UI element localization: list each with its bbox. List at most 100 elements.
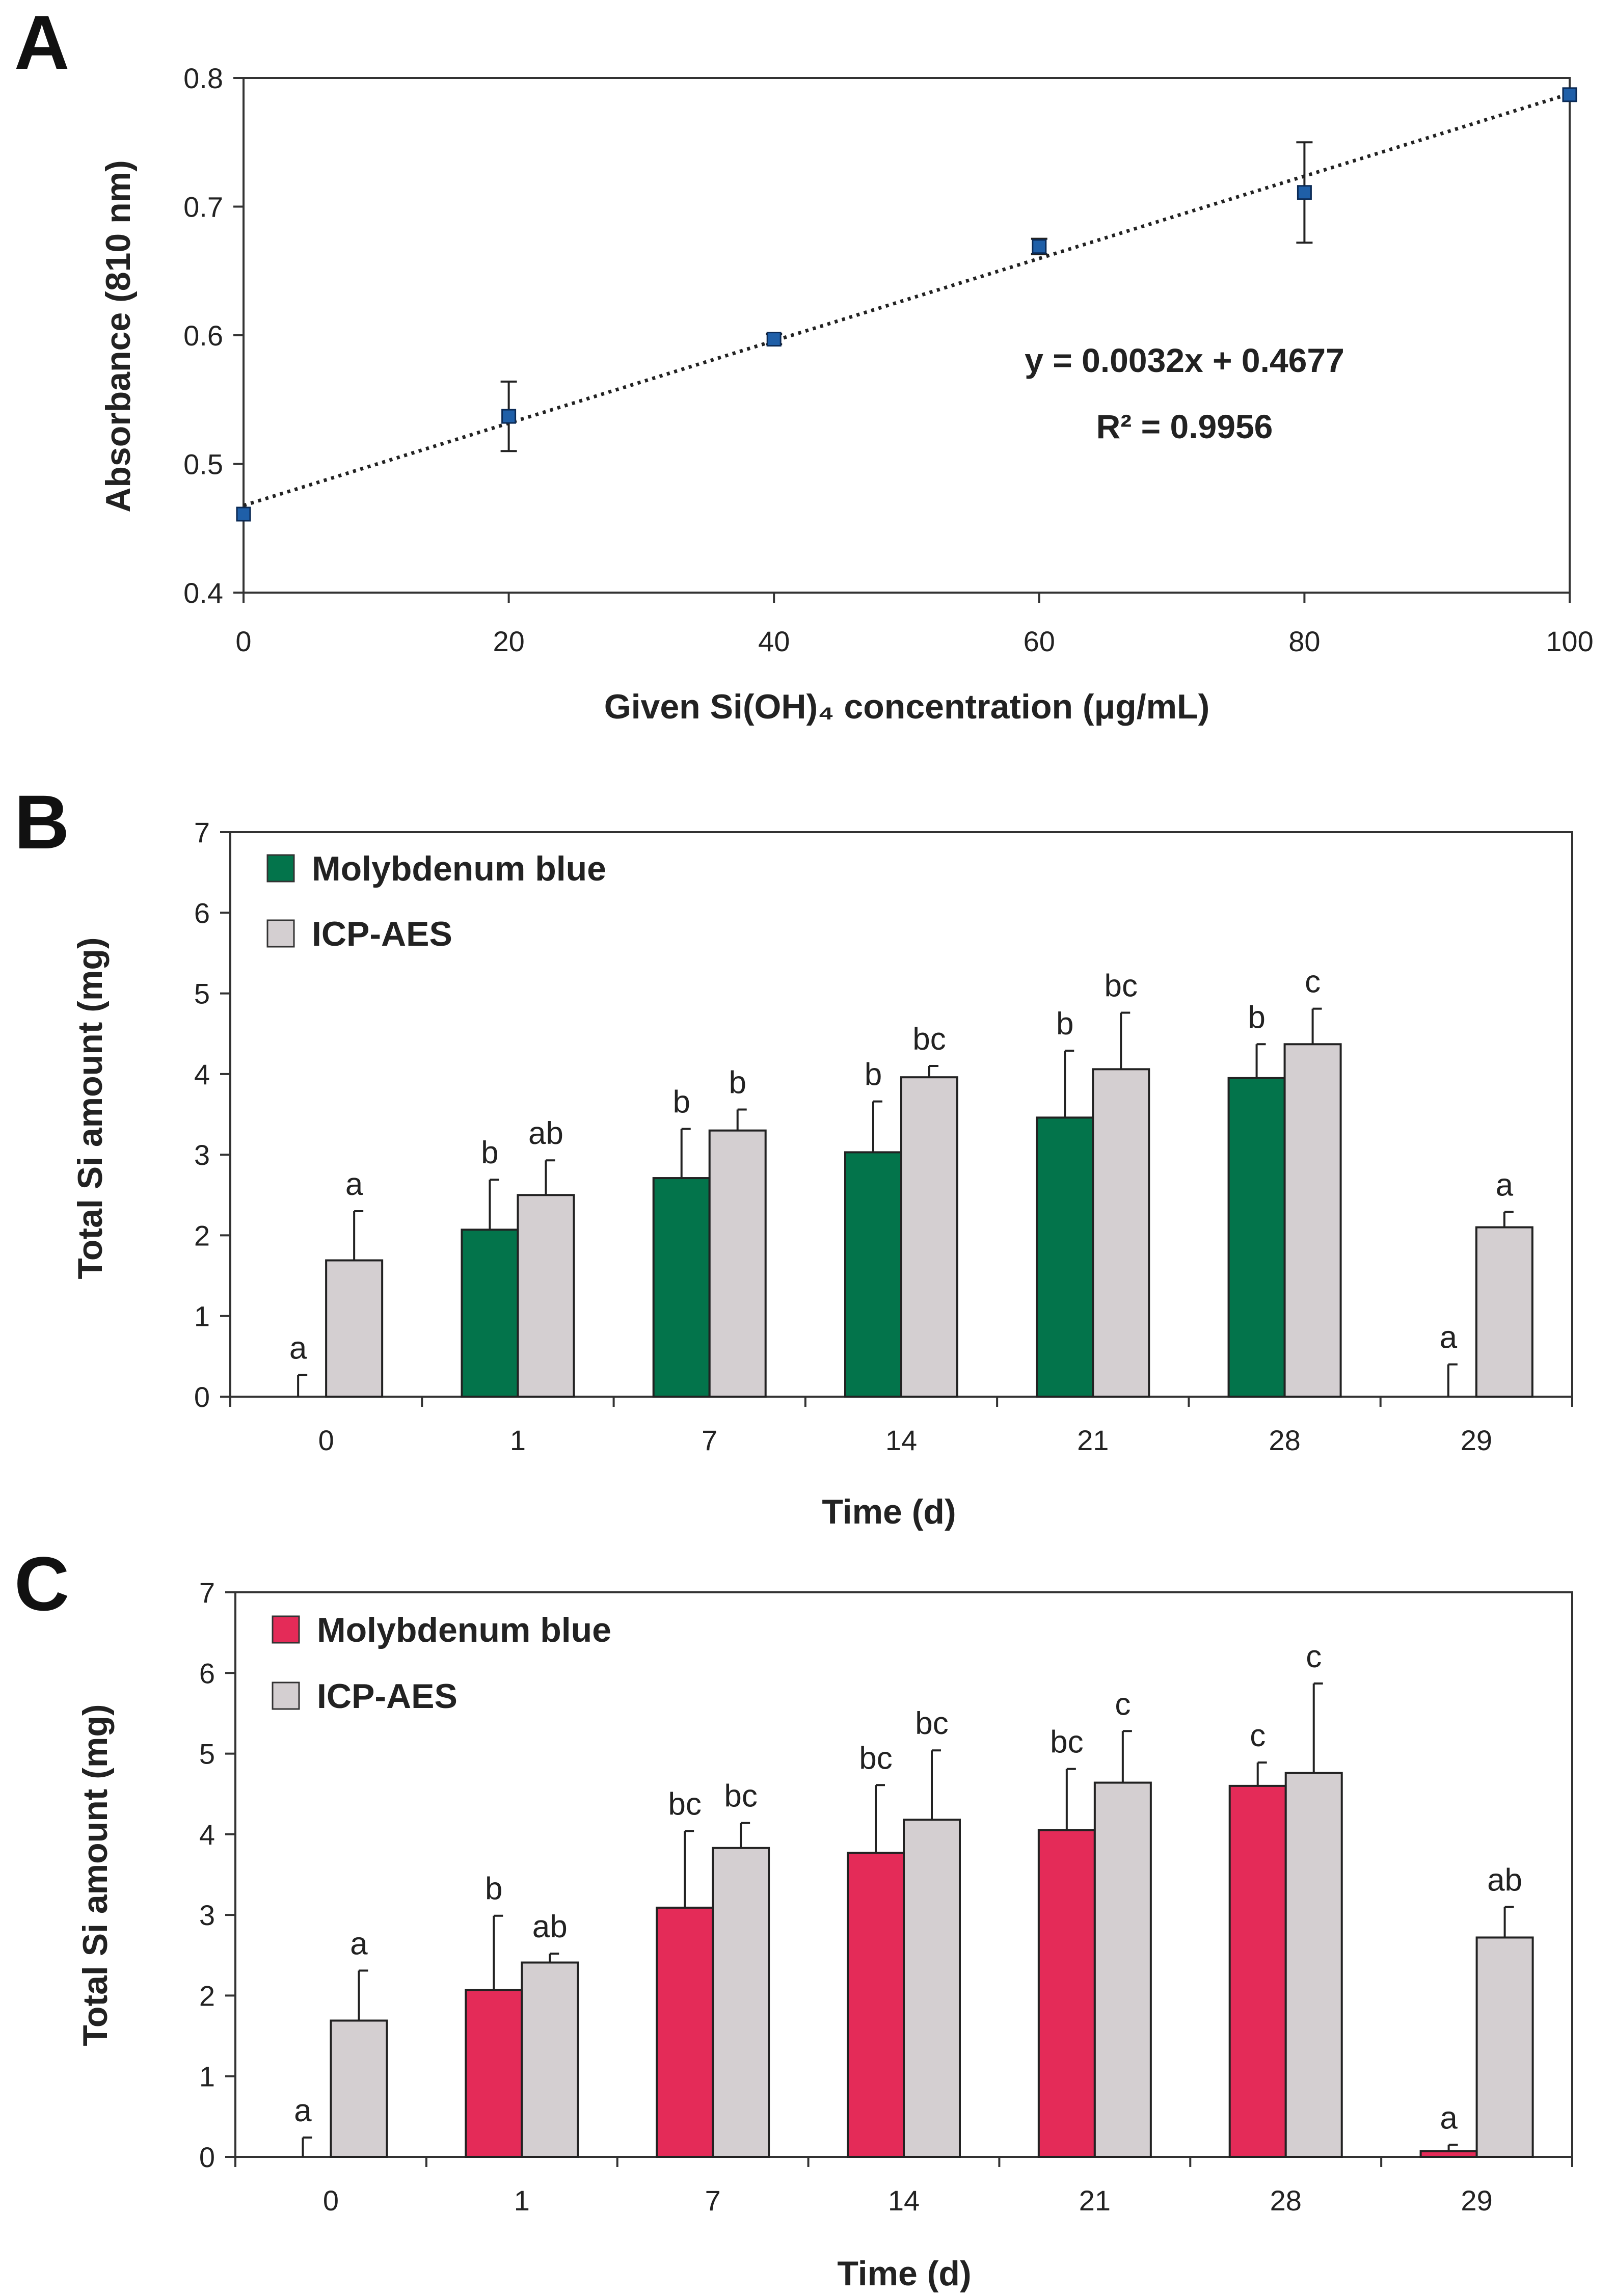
bar (461, 1229, 519, 1398)
bar (708, 1129, 767, 1398)
trendline-equation: y = 0.0032x + 0.4677 (1025, 341, 1344, 379)
y-tick-label: 7 (199, 1577, 215, 1609)
x-tick-label: 21 (1077, 1424, 1109, 1456)
x-tick-label: 21 (1079, 2184, 1111, 2217)
significance-label: bc (668, 1787, 701, 1822)
data-point (1032, 239, 1047, 254)
bar (900, 1076, 958, 1398)
panel-label: A (14, 0, 69, 85)
x-tick-label: 1 (514, 2184, 530, 2217)
panel-label: B (14, 779, 69, 865)
bar (521, 1961, 579, 2158)
trendline (243, 92, 1571, 508)
x-axis-title: Given Si(OH)₄ concentration (μg/mL) (604, 687, 1210, 726)
y-axis-title: Total Si amount (mg) (76, 1704, 115, 2046)
significance-label: ab (532, 1909, 568, 1944)
significance-label: c (1250, 1718, 1266, 1753)
bar (1093, 1781, 1152, 2158)
bar (844, 1151, 902, 1398)
bar (847, 1852, 905, 2158)
significance-label: b (1056, 1006, 1073, 1042)
y-tick-label: 3 (194, 1139, 210, 1171)
bar (517, 1194, 575, 1398)
x-tick-label: 28 (1269, 1424, 1300, 1456)
significance-label: bc (724, 1779, 757, 1814)
significance-label: b (672, 1084, 690, 1119)
x-tick-label: 0 (318, 1424, 334, 1456)
error-bars (302, 1682, 1514, 2157)
y-tick-label: 5 (199, 1738, 215, 1770)
significance-label: a (1440, 2100, 1458, 2135)
x-axis: 0 1 7 14 21 28 29 (229, 1397, 1573, 1456)
significance-label: a (350, 1926, 368, 1961)
significance-label: ab (1487, 1862, 1522, 1898)
y-tick-label: 4 (194, 1058, 210, 1090)
x-tick-label: 60 (1024, 625, 1055, 657)
x-tick-label: 0 (323, 2184, 339, 2217)
y-tick-label: 4 (199, 1819, 215, 1851)
x-tick-label: 14 (885, 1424, 917, 1456)
bar (1228, 1784, 1287, 2158)
bar (656, 1906, 714, 2158)
significance-label: bc (915, 1706, 948, 1741)
x-tick-label: 0 (235, 625, 251, 657)
significance-label: b (481, 1135, 498, 1170)
significance-label: b (865, 1057, 882, 1092)
legend-label-molybdenum-blue: Molybdenum blue (312, 849, 606, 888)
bar (325, 1259, 384, 1398)
significance-label: bc (1105, 969, 1138, 1004)
x-axis: 0 20 40 60 80 100 (235, 593, 1594, 657)
y-tick-label: 0 (194, 1381, 210, 1413)
legend-label-icp-aes: ICP-AES (317, 1677, 457, 1716)
x-tick-label: 1 (510, 1424, 526, 1456)
significance-label: b (485, 1872, 502, 1907)
y-axis-title: Absorbance (810 nm) (99, 160, 138, 513)
y-tick-label: 0.7 (183, 191, 223, 223)
data-point (1562, 87, 1577, 102)
legend: Molybdenum blue ICP-AES (272, 1611, 611, 1716)
bar (1284, 1772, 1343, 2158)
panel-label: C (14, 1541, 69, 1626)
significance-label: a (1440, 1320, 1458, 1355)
y-axis-title: Total Si amount (mg) (71, 937, 110, 1279)
significance-label: a (294, 2093, 312, 2128)
y-tick-label: 6 (199, 1657, 215, 1689)
y-tick-label: 0.6 (183, 319, 223, 352)
y-tick-label: 0.4 (183, 577, 223, 609)
legend-swatch-molybdenum-blue (272, 1615, 300, 1644)
bar (1227, 1077, 1286, 1398)
significance-label: c (1305, 965, 1321, 1000)
y-axis: 0 1 2 3 4 5 6 7 (194, 816, 230, 1413)
x-tick-label: 28 (1270, 2184, 1302, 2217)
x-axis: 0 1 7 14 21 28 29 (234, 2157, 1573, 2217)
bar (1036, 1116, 1094, 1398)
x-tick-label: 20 (493, 625, 524, 657)
data-point (236, 506, 251, 522)
x-axis-title: Time (d) (837, 2254, 971, 2293)
bar (1037, 1829, 1096, 2158)
bars (325, 1043, 1533, 1398)
y-tick-label: 0.5 (183, 448, 223, 480)
legend-label-molybdenum-blue: Molybdenum blue (317, 1611, 611, 1649)
significance-label: b (729, 1065, 746, 1101)
x-tick-label: 14 (888, 2184, 920, 2217)
data-point (1297, 185, 1312, 200)
y-axis: 0.4 0.5 0.6 0.7 0.8 (183, 62, 244, 609)
significance-label: ab (528, 1116, 563, 1151)
bar (330, 2019, 388, 2158)
x-tick-label: 100 (1546, 625, 1593, 657)
error-bars (500, 141, 1313, 452)
significance-label: bc (859, 1741, 892, 1776)
x-tick-label: 80 (1288, 625, 1320, 657)
y-tick-label: 7 (194, 816, 210, 848)
bar (1283, 1043, 1342, 1398)
panel-a-scatter-chart: A 0.4 0.5 0.6 0.7 0.8 0 20 40 60 80 100 y = 0.003… (14, 0, 1594, 726)
x-tick-label: 40 (758, 625, 790, 657)
significance-label: bc (912, 1022, 946, 1057)
data-point (766, 332, 782, 347)
y-tick-label: 3 (199, 1899, 215, 1931)
